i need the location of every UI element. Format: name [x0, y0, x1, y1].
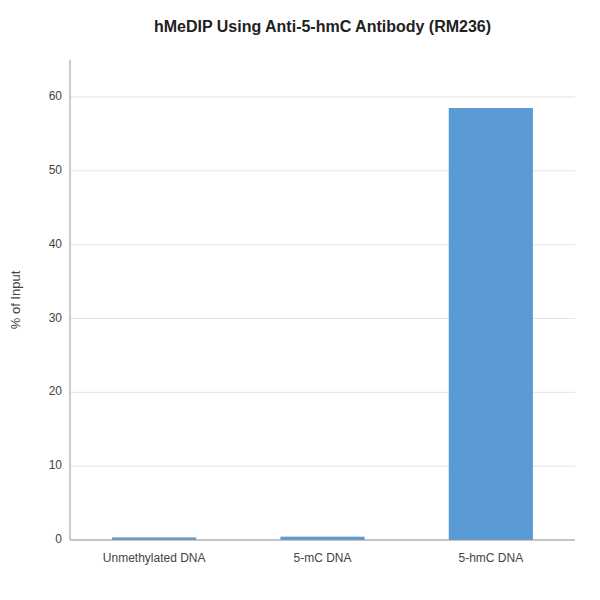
grid-line [70, 96, 575, 97]
y-tick-label: 30 [49, 311, 63, 325]
grid-line [70, 540, 575, 541]
x-tick-label: 5-mC DNA [293, 551, 351, 565]
x-tick-label: 5-hmC DNA [458, 551, 523, 565]
bar [449, 108, 533, 540]
x-axis-line [70, 540, 575, 541]
chart-container: hMeDIP Using Anti-5-hmC Antibody (RM236)… [0, 0, 600, 600]
x-tick-label: Unmethylated DNA [103, 551, 206, 565]
y-tick-label: 10 [49, 458, 63, 472]
bars [112, 108, 533, 540]
y-axis-line [70, 60, 71, 540]
y-tick-label: 40 [49, 237, 63, 251]
y-tick-label: 50 [49, 163, 63, 177]
x-axis: Unmethylated DNA 5-mC DNA 5-hmC DNA [103, 551, 523, 565]
title: hMeDIP Using Anti-5-hmC Antibody (RM236) [154, 18, 491, 35]
y-axis: 0 10 20 30 40 50 60 [49, 89, 575, 546]
y-axis-label: % of Input [8, 270, 23, 329]
y-tick-label: 20 [49, 384, 63, 398]
y-tick-label: 0 [55, 532, 62, 546]
y-tick-label: 60 [49, 89, 63, 103]
chart-svg: hMeDIP Using Anti-5-hmC Antibody (RM236)… [0, 0, 600, 600]
